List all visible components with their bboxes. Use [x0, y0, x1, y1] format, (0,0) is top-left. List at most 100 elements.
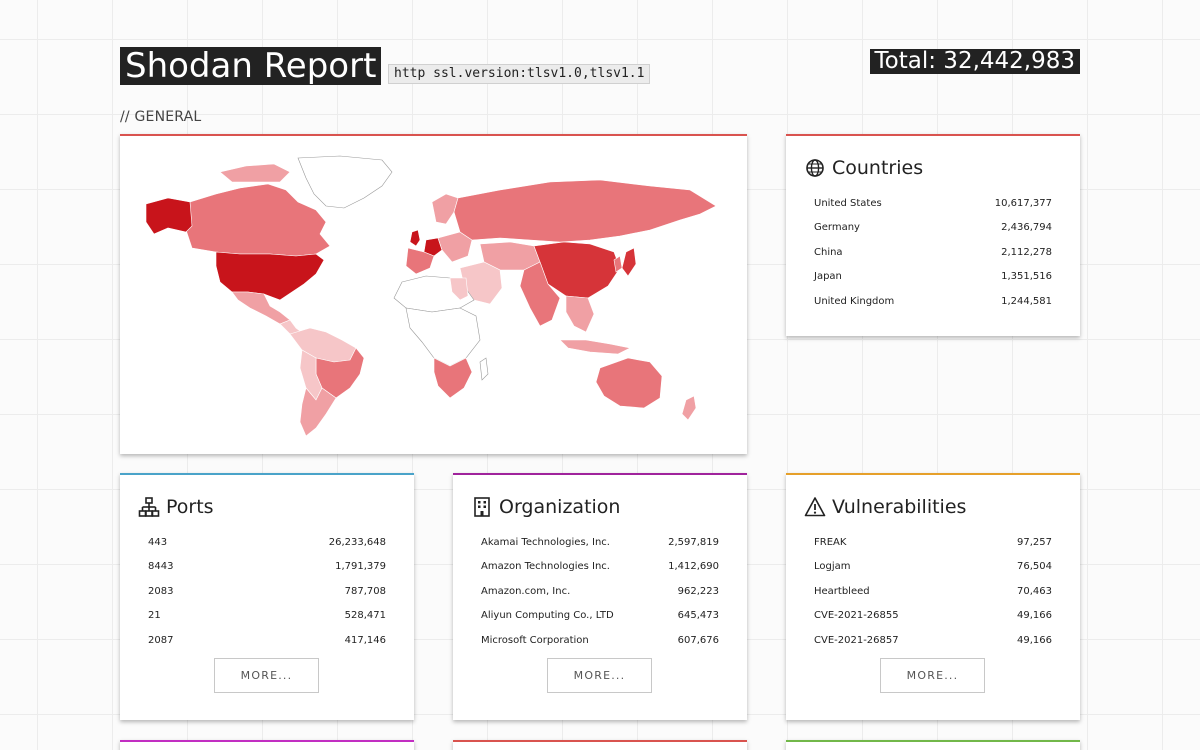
organization-more-button[interactable]: MORE...	[547, 658, 652, 693]
countries-header: Countries	[804, 156, 923, 180]
vuln-count: 97,257	[1017, 537, 1052, 548]
port-count: 26,233,648	[328, 537, 386, 548]
map-arctic-islands	[219, 163, 291, 183]
port-count: 1,791,379	[335, 561, 386, 573]
list-item: Akamai Technologies, Inc. 2,597,819	[481, 531, 719, 555]
vuln-count: 76,504	[1017, 561, 1052, 573]
port-number: 443	[148, 537, 168, 548]
vuln-count: 70,463	[1017, 585, 1052, 597]
vulnerabilities-title: Vulnerabilities	[832, 496, 967, 518]
warning-icon	[804, 497, 826, 517]
countries-card: Countries United States 10,617,377 German…	[786, 134, 1080, 336]
country-count: 2,112,278	[1001, 246, 1052, 258]
port-number: 21	[148, 610, 161, 622]
org-count: 607,676	[677, 634, 719, 646]
list-item: Heartbleed 70,463	[814, 580, 1052, 604]
list-item: FREAK 97,257	[814, 531, 1052, 555]
country-name: Germany	[814, 222, 860, 234]
card-stub	[453, 740, 747, 750]
port-count: 528,471	[344, 610, 386, 622]
globe-icon	[806, 159, 824, 177]
vuln-count: 49,166	[1017, 634, 1052, 646]
port-number: 2083	[148, 585, 174, 597]
world-map-card	[120, 134, 747, 454]
org-count: 2,597,819	[668, 537, 719, 548]
map-russia	[453, 179, 717, 243]
map-egypt	[449, 277, 469, 301]
list-item: Amazon.com, Inc. 962,223	[481, 580, 719, 604]
total-count: Total: 32,442,983	[869, 49, 1080, 74]
vuln-name: CVE-2021-26855	[814, 610, 899, 622]
list-item: China 2,112,278	[814, 241, 1052, 265]
building-icon	[474, 497, 490, 517]
world-map	[145, 155, 717, 437]
report-page: Shodan Report http ssl.version:tlsv1.0,t…	[120, 0, 1080, 750]
vulnerabilities-header: Vulnerabilities	[804, 495, 966, 519]
vulnerabilities-more-button[interactable]: MORE...	[880, 658, 985, 693]
organization-title: Organization	[499, 496, 621, 518]
map-uk	[409, 229, 421, 247]
map-scandinavia	[431, 193, 459, 225]
list-item: Microsoft Corporation 607,676	[481, 629, 719, 653]
map-canada	[185, 183, 331, 257]
map-indonesia	[559, 339, 631, 355]
map-madagascar	[479, 357, 489, 381]
map-central-africa	[405, 307, 481, 367]
port-number: 8443	[148, 561, 174, 573]
org-count: 1,412,690	[668, 561, 719, 573]
map-australia	[595, 357, 663, 409]
map-germany	[423, 237, 443, 257]
list-item: 8443 1,791,379	[148, 555, 386, 579]
list-item: Logjam 76,504	[814, 555, 1052, 579]
list-item: United Kingdom 1,244,581	[814, 290, 1052, 314]
list-item: Japan 1,351,516	[814, 265, 1052, 289]
country-count: 1,351,516	[1001, 271, 1052, 283]
ports-title: Ports	[166, 496, 214, 518]
ports-header: Ports	[138, 495, 214, 519]
list-item: Germany 2,436,794	[814, 216, 1052, 240]
list-item: 2083 787,708	[148, 580, 386, 604]
list-item: 2087 417,146	[148, 629, 386, 653]
country-name: Japan	[814, 271, 842, 283]
ports-list: 443 26,233,648 8443 1,791,379 2083 787,708 …	[148, 531, 386, 653]
organization-header: Organization	[471, 495, 620, 519]
country-name: China	[814, 246, 843, 258]
map-south-africa	[433, 357, 473, 399]
list-item: 443 26,233,648	[148, 531, 386, 555]
section-label-general: // GENERAL	[120, 109, 202, 125]
map-alaska	[145, 197, 193, 235]
country-count: 10,617,377	[994, 198, 1052, 209]
map-southern-cone	[299, 387, 337, 437]
card-stub	[786, 740, 1080, 750]
page-title: Shodan Report	[120, 47, 382, 85]
vuln-name: Heartbleed	[814, 585, 870, 597]
map-west-europe	[405, 247, 435, 275]
list-item: Aliyun Computing Co., LTD 645,473	[481, 604, 719, 628]
card-stub	[120, 740, 414, 750]
map-japan	[621, 247, 637, 277]
org-name: Amazon.com, Inc.	[481, 585, 571, 597]
network-icon	[138, 497, 160, 517]
vulnerabilities-list: FREAK 97,257 Logjam 76,504 Heartbleed 70,46…	[814, 531, 1052, 653]
organization-card: Organization Akamai Technologies, Inc. 2,…	[453, 473, 747, 720]
org-name: Amazon Technologies Inc.	[481, 561, 610, 573]
country-name: United Kingdom	[814, 295, 895, 307]
country-name: United States	[814, 198, 882, 209]
country-count: 1,244,581	[1001, 295, 1052, 307]
vuln-count: 49,166	[1017, 610, 1052, 622]
map-greenland	[297, 155, 393, 209]
countries-title: Countries	[832, 157, 924, 179]
list-item: 21 528,471	[148, 604, 386, 628]
list-item: CVE-2021-26855 49,166	[814, 604, 1052, 628]
port-number: 2087	[148, 634, 174, 646]
list-item: CVE-2021-26857 49,166	[814, 629, 1052, 653]
map-india	[519, 261, 561, 327]
org-name: Akamai Technologies, Inc.	[481, 537, 610, 548]
ports-more-button[interactable]: MORE...	[214, 658, 319, 693]
port-count: 417,146	[344, 634, 386, 646]
vulnerabilities-card: Vulnerabilities FREAK 97,257 Logjam 76,504…	[786, 473, 1080, 720]
org-name: Microsoft Corporation	[481, 634, 589, 646]
list-item: United States 10,617,377	[814, 192, 1052, 216]
vuln-name: Logjam	[814, 561, 851, 573]
org-count: 962,223	[677, 585, 719, 597]
